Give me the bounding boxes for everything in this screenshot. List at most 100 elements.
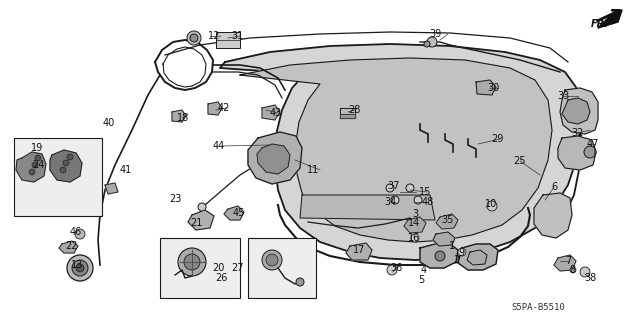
Polygon shape	[248, 132, 302, 184]
Text: 14: 14	[408, 218, 420, 228]
Polygon shape	[458, 244, 498, 270]
Polygon shape	[59, 241, 78, 253]
Polygon shape	[433, 232, 455, 246]
Text: 46: 46	[70, 227, 82, 237]
Polygon shape	[467, 250, 487, 265]
Text: 8: 8	[569, 265, 575, 275]
Text: 12: 12	[208, 31, 220, 41]
Text: 35: 35	[441, 215, 453, 225]
Polygon shape	[224, 206, 244, 220]
Circle shape	[187, 31, 201, 45]
Text: 22: 22	[66, 241, 78, 251]
Text: 25: 25	[514, 156, 526, 166]
Text: 24: 24	[32, 160, 44, 170]
Circle shape	[580, 267, 590, 277]
Circle shape	[60, 167, 66, 173]
Text: 19: 19	[31, 143, 43, 153]
Polygon shape	[105, 183, 118, 194]
Circle shape	[72, 260, 88, 276]
Bar	[248, 238, 316, 298]
Polygon shape	[598, 10, 622, 28]
Text: 13: 13	[71, 260, 83, 270]
Text: 38: 38	[584, 273, 596, 283]
Text: 44: 44	[213, 141, 225, 151]
Bar	[14, 138, 102, 216]
Circle shape	[487, 201, 497, 211]
Polygon shape	[257, 144, 290, 174]
Text: 36: 36	[390, 263, 402, 273]
Text: 42: 42	[218, 103, 230, 113]
Circle shape	[435, 251, 445, 261]
Circle shape	[75, 229, 85, 239]
Text: 41: 41	[120, 165, 132, 175]
Text: 5: 5	[418, 275, 424, 285]
Text: 27: 27	[232, 263, 244, 273]
Text: 3: 3	[412, 209, 418, 219]
Polygon shape	[240, 58, 552, 242]
Circle shape	[63, 160, 69, 166]
Circle shape	[424, 41, 430, 47]
Polygon shape	[560, 88, 598, 134]
Polygon shape	[208, 102, 222, 115]
Text: 28: 28	[348, 105, 360, 115]
Polygon shape	[188, 210, 214, 230]
Text: 17: 17	[353, 245, 365, 255]
Text: 29: 29	[491, 134, 503, 144]
Circle shape	[32, 162, 38, 168]
Bar	[216, 32, 240, 48]
Circle shape	[266, 254, 278, 266]
Polygon shape	[50, 150, 82, 182]
Circle shape	[406, 184, 414, 192]
Text: 39: 39	[429, 29, 441, 39]
Polygon shape	[262, 105, 280, 120]
Text: 45: 45	[233, 208, 245, 218]
Text: 2: 2	[453, 255, 459, 265]
Text: 48: 48	[422, 197, 434, 207]
Circle shape	[473, 251, 483, 261]
Text: 15: 15	[419, 187, 431, 197]
Text: 1: 1	[449, 241, 455, 251]
Circle shape	[584, 146, 596, 158]
Text: 20: 20	[212, 263, 224, 273]
Polygon shape	[346, 243, 372, 260]
Text: 4: 4	[421, 265, 427, 275]
Text: 11: 11	[307, 165, 319, 175]
Circle shape	[570, 267, 576, 273]
Circle shape	[29, 169, 35, 175]
Circle shape	[67, 154, 73, 160]
Text: 33: 33	[557, 91, 569, 101]
Circle shape	[184, 254, 200, 270]
Polygon shape	[554, 255, 576, 271]
Polygon shape	[220, 44, 582, 260]
Polygon shape	[420, 244, 458, 268]
Polygon shape	[300, 195, 435, 220]
Text: 47: 47	[587, 139, 599, 149]
Circle shape	[414, 196, 422, 204]
Text: 30: 30	[487, 83, 499, 93]
Polygon shape	[16, 152, 46, 182]
Polygon shape	[340, 114, 355, 118]
Text: S5PA-B5510: S5PA-B5510	[511, 303, 565, 313]
Circle shape	[411, 234, 419, 242]
Polygon shape	[172, 110, 186, 122]
Circle shape	[391, 196, 399, 204]
Text: 23: 23	[169, 194, 181, 204]
Polygon shape	[436, 214, 458, 229]
Text: 9: 9	[458, 248, 464, 258]
Polygon shape	[562, 98, 590, 124]
Circle shape	[35, 155, 41, 161]
Circle shape	[190, 34, 198, 42]
Polygon shape	[534, 193, 572, 238]
Text: 6: 6	[551, 182, 557, 192]
Polygon shape	[340, 108, 355, 118]
Circle shape	[76, 264, 84, 272]
Circle shape	[387, 265, 397, 275]
Circle shape	[296, 278, 304, 286]
Circle shape	[198, 203, 206, 211]
Circle shape	[427, 37, 437, 47]
Text: 37: 37	[387, 181, 399, 191]
Text: 32: 32	[571, 128, 583, 138]
Text: 21: 21	[190, 218, 202, 228]
Text: 31: 31	[231, 31, 243, 41]
Circle shape	[386, 184, 394, 192]
